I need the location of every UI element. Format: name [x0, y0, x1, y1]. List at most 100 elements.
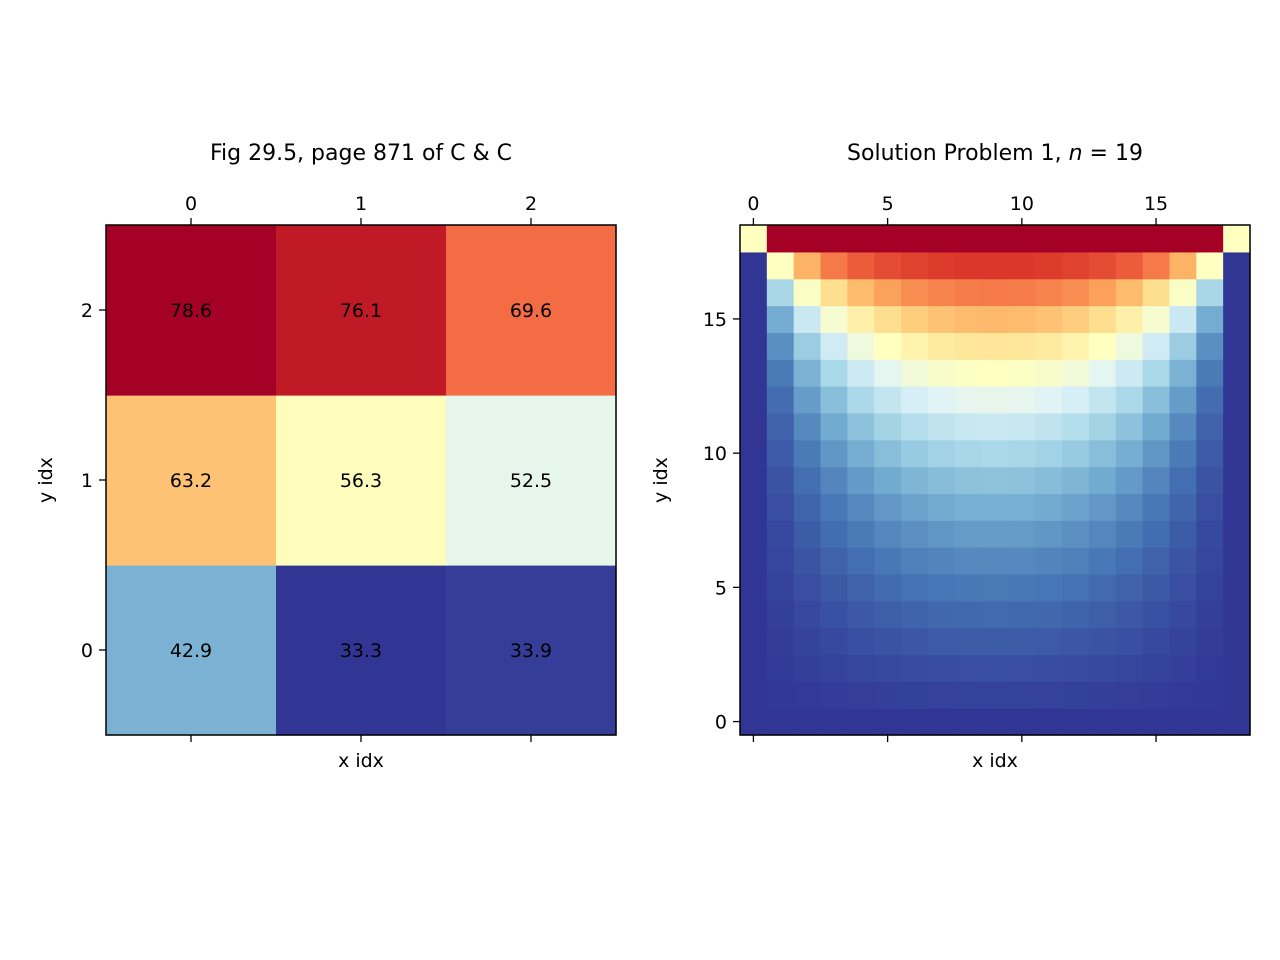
- chart1-ytick-label: 1: [81, 470, 93, 492]
- chart2-cell-r5-c1: [766, 573, 795, 602]
- chart2-cell-r11-c12: [1062, 412, 1090, 441]
- chart1-ylabel: y idx: [35, 457, 57, 503]
- chart2-cell-r10-c11: [1035, 439, 1063, 468]
- chart2-cell-r14-c4: [847, 332, 875, 360]
- chart2-cell-r7-c8: [954, 520, 983, 548]
- chart2-cell-r0-c15: [1142, 708, 1171, 736]
- chart2-cell-r8-c14: [1115, 493, 1144, 521]
- chart2-cell-r9-c14: [1115, 466, 1144, 495]
- chart2-cell-r10-c18: [1223, 439, 1251, 468]
- chart2-cell-r3-c7: [927, 627, 956, 656]
- chart2-cell-r14-c3: [820, 332, 848, 360]
- chart1-label-r2-c2: 69.6: [510, 300, 552, 322]
- chart2-cell-r5-c18: [1223, 573, 1251, 602]
- chart2-cell-r16-c15: [1142, 278, 1171, 307]
- chart2-cell-r15-c4: [847, 305, 875, 333]
- chart2-cell-r5-c4: [847, 573, 875, 602]
- chart2-cell-r17-c7: [927, 251, 956, 280]
- chart2-cell-r16-c11: [1035, 278, 1063, 307]
- chart2-cell-r9-c7: [927, 466, 956, 495]
- chart2-cell-r11-c10: [1008, 412, 1036, 441]
- chart2-cell-r10-c6: [901, 439, 929, 468]
- chart1-xtick-label: 0: [185, 193, 197, 215]
- chart2-cell-r4-c9: [981, 600, 1010, 629]
- chart2-cell-r13-c2: [793, 359, 822, 387]
- chart2-cell-r2-c13: [1088, 654, 1117, 682]
- chart1-label-r0-c2: 33.9: [510, 640, 552, 662]
- chart2-cell-r14-c2: [793, 332, 822, 360]
- chart2-cell-r4-c18: [1223, 600, 1251, 629]
- chart2-cell-r14-c5: [874, 332, 902, 360]
- chart2-cell-r12-c1: [766, 386, 795, 414]
- chart2-cell-r13-c13: [1088, 359, 1117, 387]
- chart2-cell-r10-c3: [820, 439, 848, 468]
- chart2-cell-r7-c6: [901, 520, 929, 548]
- chart1-cell-r1-c2: [446, 395, 617, 566]
- chart2-cell-r3-c13: [1088, 627, 1117, 656]
- chart2-cell-r13-c14: [1115, 359, 1144, 387]
- chart2-title: Solution Problem 1, n = 19: [847, 141, 1143, 166]
- chart2-cell-r8-c3: [820, 493, 848, 521]
- chart2-cell-r9-c18: [1223, 466, 1251, 495]
- chart2-cell-r1-c9: [981, 681, 1010, 709]
- chart2-cell-r3-c18: [1223, 627, 1251, 656]
- chart2-cell-r0-c16: [1169, 708, 1197, 736]
- chart2-cell-r16-c10: [1008, 278, 1036, 307]
- chart2-cell-r3-c4: [847, 627, 875, 656]
- chart2-title-variable: n: [1069, 141, 1083, 166]
- chart2-cell-r13-c0: [740, 359, 768, 387]
- chart2-ytick-label: 5: [715, 577, 727, 599]
- chart2-cell-r10-c15: [1142, 439, 1171, 468]
- chart2-ylabel: y idx: [650, 457, 672, 503]
- chart2-cell-r9-c2: [793, 466, 822, 495]
- chart2-cell-r14-c11: [1035, 332, 1063, 360]
- chart2-cell-r17-c15: [1142, 251, 1171, 280]
- chart1-cell-r2-c0: [106, 225, 277, 396]
- chart2-cell-r16-c13: [1088, 278, 1117, 307]
- chart2-cell-r12-c15: [1142, 386, 1171, 414]
- chart2-cell-r10-c4: [847, 439, 875, 468]
- chart2-cell-r8-c7: [927, 493, 956, 521]
- chart2-cell-r14-c10: [1008, 332, 1036, 360]
- chart2-cell-r4-c0: [740, 600, 768, 629]
- chart2-cell-r9-c3: [820, 466, 848, 495]
- chart2-cell-r17-c11: [1035, 251, 1063, 280]
- chart1-cell-r0-c2: [446, 565, 617, 736]
- chart2-cell-r18-c0: [740, 225, 768, 253]
- chart2-cell-r4-c11: [1035, 600, 1063, 629]
- chart2-cell-r3-c0: [740, 627, 768, 656]
- chart2-cell-r4-c3: [820, 600, 848, 629]
- chart2-cell-r13-c8: [954, 359, 983, 387]
- chart2-cell-r7-c4: [847, 520, 875, 548]
- chart2-cell-r16-c4: [847, 278, 875, 307]
- chart1-cell-r0-c1: [276, 565, 447, 736]
- chart2-ytick-label: 10: [703, 443, 727, 465]
- chart2-cell-r8-c0: [740, 493, 768, 521]
- chart2-cell-r6-c16: [1169, 547, 1197, 575]
- chart2-cell-r8-c16: [1169, 493, 1197, 521]
- chart2-cell-r1-c3: [820, 681, 848, 709]
- chart1-xtick-label: 2: [525, 193, 537, 215]
- chart2-cell-r18-c17: [1196, 225, 1224, 253]
- chart1-ticks: 0 1 2 0 1 2: [81, 193, 537, 742]
- chart2-cell-r13-c18: [1223, 359, 1251, 387]
- chart2-cell-r2-c2: [793, 654, 822, 682]
- chart2-cell-r1-c15: [1142, 681, 1171, 709]
- chart2-cell-r0-c12: [1062, 708, 1090, 736]
- chart1-label-r1-c0: 63.2: [170, 470, 212, 492]
- chart2-cell-r6-c17: [1196, 547, 1224, 575]
- chart2-cell-r16-c6: [901, 278, 929, 307]
- chart2-cell-r5-c14: [1115, 573, 1144, 602]
- chart2-cell-r14-c14: [1115, 332, 1144, 360]
- chart2-cell-r17-c14: [1115, 251, 1144, 280]
- chart2-cell-r13-c12: [1062, 359, 1090, 387]
- chart1-cell-r2-c1: [276, 225, 447, 396]
- chart2-cell-r15-c15: [1142, 305, 1171, 333]
- chart2-cell-r12-c8: [954, 386, 983, 414]
- chart2-cell-r18-c15: [1142, 225, 1171, 253]
- chart2-cell-r13-c4: [847, 359, 875, 387]
- chart2-cell-r12-c18: [1223, 386, 1251, 414]
- chart2-ytick-label: 0: [715, 712, 727, 734]
- chart2-cell-r0-c10: [1008, 708, 1036, 736]
- chart2-cell-r7-c9: [981, 520, 1010, 548]
